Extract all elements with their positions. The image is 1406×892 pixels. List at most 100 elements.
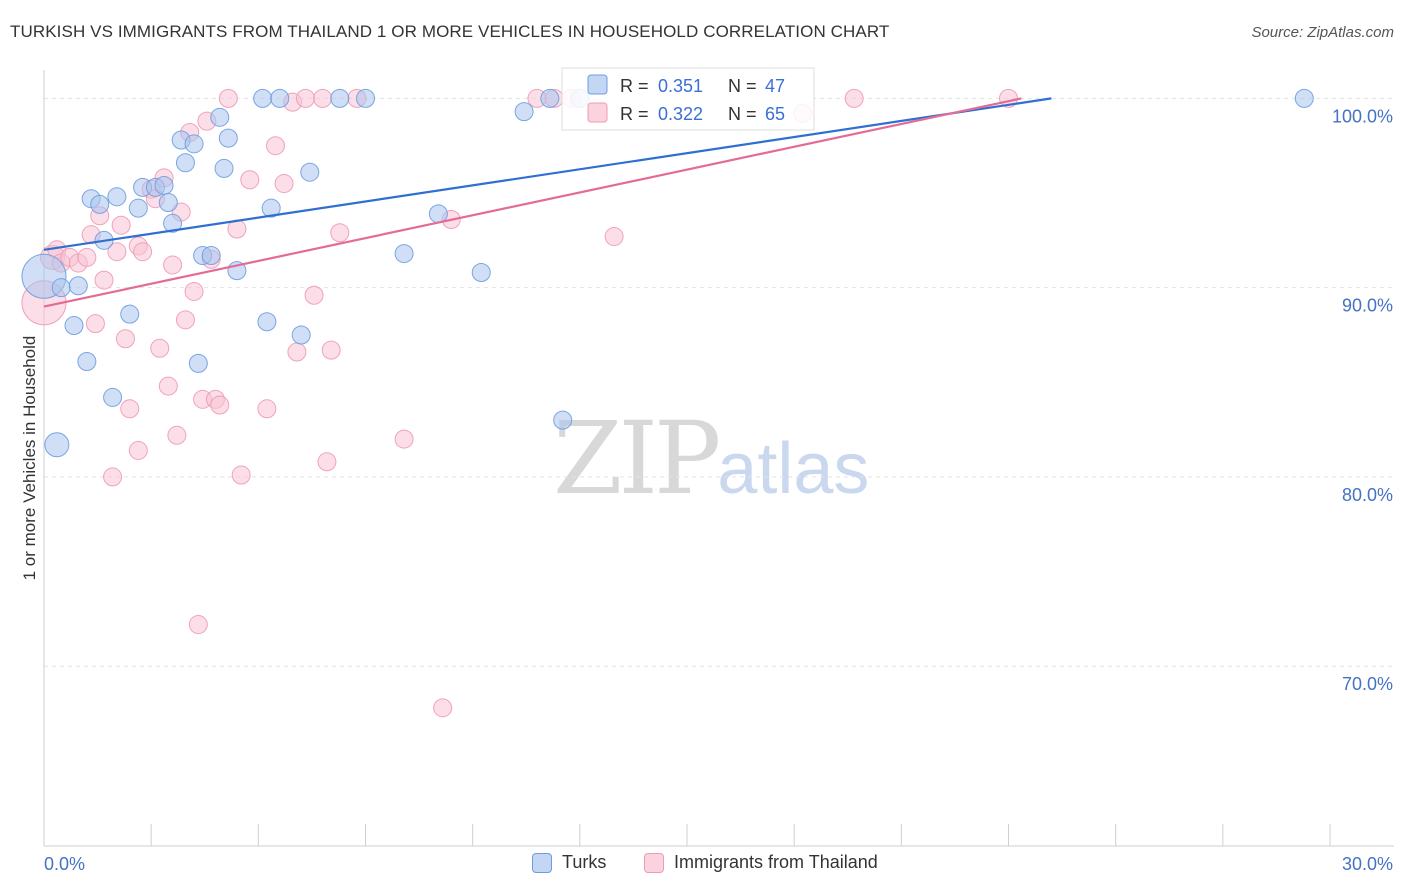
thailand-point xyxy=(175,310,195,330)
turks-point xyxy=(128,198,148,218)
turks-point xyxy=(175,153,195,173)
thailand-point xyxy=(274,174,294,194)
turks-point xyxy=(103,387,123,407)
turks-point xyxy=(120,304,140,324)
turks-point xyxy=(300,162,320,182)
thailand-point xyxy=(604,227,624,247)
thailand-point xyxy=(111,215,131,235)
thailand-point xyxy=(184,281,204,301)
thailand-point xyxy=(115,329,135,349)
turks-point xyxy=(188,353,208,373)
turks-point xyxy=(163,213,183,233)
thailand-point xyxy=(167,425,187,445)
stats-legend: R = 0.351 N = 47 R = 0.322 N = 65 xyxy=(561,67,815,131)
turks-point xyxy=(261,198,281,218)
thailand-point xyxy=(231,465,251,485)
x-tick-label: 30.0% xyxy=(1342,854,1393,874)
thailand-point xyxy=(394,429,414,449)
points-layer xyxy=(21,88,1314,718)
turks-point xyxy=(330,88,350,108)
legend-r-label-thailand: R = xyxy=(620,104,649,124)
turks-point xyxy=(64,316,84,336)
turks-point xyxy=(553,410,573,430)
series-label-turks: Turks xyxy=(562,852,607,872)
thailand-point xyxy=(240,170,260,190)
turks-point xyxy=(514,102,534,122)
legend-swatch-turks xyxy=(587,74,608,95)
thailand-point xyxy=(107,242,127,262)
turks-point xyxy=(356,88,375,108)
thailand-point xyxy=(133,242,153,262)
thailand-point xyxy=(77,247,97,267)
turks-point xyxy=(394,244,414,264)
legend-n-label-thailand: N = xyxy=(728,104,757,124)
thailand-point xyxy=(317,452,337,472)
source-label: Source: ZipAtlas.com xyxy=(1251,24,1394,41)
watermark-atlas: atlas xyxy=(717,429,870,509)
legend-n-label-turks: N = xyxy=(728,76,757,96)
x-tick-label: 0.0% xyxy=(44,854,85,874)
y-tick-label: 70.0% xyxy=(1342,674,1393,694)
thailand-point xyxy=(321,340,341,360)
tick-labels: 100.0% 90.0% 80.0% 70.0% 0.0% 30.0% xyxy=(44,106,1393,874)
thailand-point xyxy=(128,440,148,460)
thailand-point xyxy=(210,395,230,415)
thailand-point xyxy=(295,88,315,108)
thailand-point xyxy=(313,88,333,108)
turks-point xyxy=(291,325,311,345)
turks-point xyxy=(51,278,71,298)
turks-point xyxy=(214,158,234,178)
thailand-point xyxy=(304,285,324,305)
turks-point xyxy=(210,107,230,127)
watermark: ZIPatlas xyxy=(553,400,869,517)
thailand-point xyxy=(433,698,453,718)
axes xyxy=(43,70,1394,847)
thailand-point xyxy=(287,342,307,362)
turks-point xyxy=(253,88,273,108)
turks-point xyxy=(184,134,204,154)
turks-point xyxy=(44,432,70,458)
thailand-trend-line xyxy=(43,97,1022,308)
legend-r-value-thailand: 0.322 xyxy=(658,104,703,124)
turks-point xyxy=(540,88,560,108)
series-legend: Turks Immigrants from Thailand xyxy=(0,852,1406,878)
thailand-point xyxy=(158,376,178,396)
series-label-thailand: Immigrants from Thailand xyxy=(674,852,878,872)
legend-n-value-thailand: 65 xyxy=(765,104,785,124)
series-swatch-thailand xyxy=(644,852,664,873)
series-swatch-turks xyxy=(532,852,552,873)
trend-lines xyxy=(43,97,1052,308)
y-tick-label: 100.0% xyxy=(1332,106,1393,126)
series-legend-thailand[interactable]: Immigrants from Thailand xyxy=(644,852,878,873)
thailand-point xyxy=(844,88,864,108)
y-tick-label: 90.0% xyxy=(1342,296,1393,316)
thailand-point xyxy=(163,255,183,275)
turks-trend-line xyxy=(43,97,1052,251)
turks-point xyxy=(1294,88,1314,108)
legend-n-value-turks: 47 xyxy=(765,76,785,96)
thailand-point xyxy=(188,615,208,635)
y-tick-label: 80.0% xyxy=(1342,485,1393,505)
turks-point xyxy=(270,88,290,108)
series-legend-turks[interactable]: Turks xyxy=(532,852,606,873)
thailand-point xyxy=(265,136,285,156)
thailand-point xyxy=(330,223,350,243)
turks-point xyxy=(471,263,491,283)
watermark-zip: ZIP xyxy=(553,400,721,517)
turks-point xyxy=(257,312,277,332)
chart-title: TURKISH VS IMMIGRANTS FROM THAILAND 1 OR… xyxy=(10,22,890,41)
thailand-point xyxy=(94,270,114,290)
thailand-point xyxy=(257,399,277,419)
turks-point xyxy=(68,276,88,296)
turks-point xyxy=(158,192,178,212)
thailand-point xyxy=(218,88,238,108)
legend-r-label-turks: R = xyxy=(620,76,649,96)
turks-point xyxy=(77,351,97,371)
thailand-point xyxy=(103,467,123,487)
turks-point xyxy=(90,194,110,214)
turks-point xyxy=(107,187,127,207)
legend-r-value-turks: 0.351 xyxy=(658,76,703,96)
turks-point xyxy=(201,245,221,265)
thailand-point xyxy=(120,399,140,419)
